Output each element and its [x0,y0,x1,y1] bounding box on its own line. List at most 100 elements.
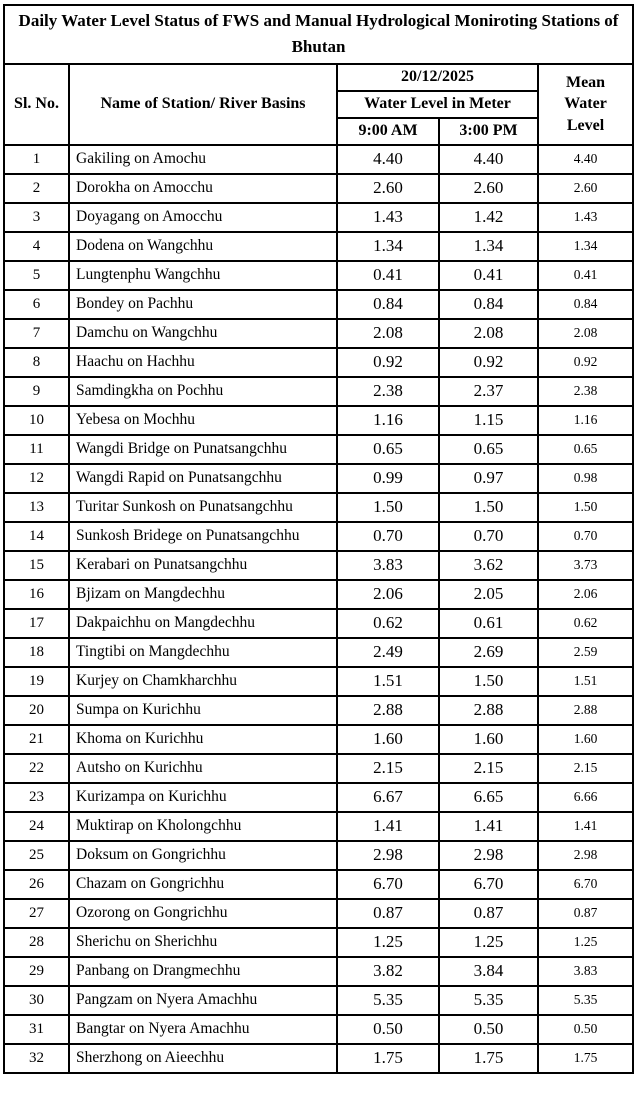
mean-water-level-cell: 1.16 [536,404,635,436]
column-header-sl-no: Sl. No. [3,62,70,146]
mean-water-level-cell: 2.98 [536,839,635,871]
water-level-9am-cell: 2.08 [336,317,440,349]
table-row: 23 Kurizampa on Kurichhu 6.67 6.65 6.66 [3,781,635,813]
water-level-9am-cell: 0.99 [336,462,440,494]
table-row: 3 Doyagang on Amocchu 1.43 1.42 1.43 [3,201,635,233]
water-level-3pm-cell: 0.97 [438,462,539,494]
station-name-cell: Dorokha on Amocchu [68,172,338,204]
water-level-9am-cell: 1.41 [336,810,440,842]
table-row: 15 Kerabari on Punatsangchhu 3.83 3.62 3.73 [3,549,635,581]
table-row: 9 Samdingkha on Pochhu 2.38 2.37 2.38 [3,375,635,407]
station-name-cell: Kurizampa on Kurichhu [68,781,338,813]
station-name-cell: Panbang on Drangmechhu [68,955,338,987]
water-level-3pm-cell: 3.62 [438,549,539,581]
table-row: 21 Khoma on Kurichhu 1.60 1.60 1.60 [3,723,635,755]
table-row: 28 Sherichu on Sherichhu 1.25 1.25 1.25 [3,926,635,958]
station-name-cell: Samdingkha on Pochhu [68,375,338,407]
water-level-9am-cell: 0.50 [336,1013,440,1045]
mean-water-level-cell: 6.70 [536,868,635,900]
water-level-9am-cell: 3.83 [336,549,440,581]
water-level-9am-cell: 2.06 [336,578,440,610]
sl-no-cell: 20 [3,694,70,726]
water-level-3pm-cell: 1.50 [438,665,539,697]
table-row: 7 Damchu on Wangchhu 2.08 2.08 2.08 [3,317,635,349]
sl-no-cell: 22 [3,752,70,784]
table-row: 14 Sunkosh Bridege on Punatsangchhu 0.70 0.… [3,520,635,552]
sl-no-cell: 14 [3,520,70,552]
sl-no-cell: 29 [3,955,70,987]
mean-water-level-cell: 6.66 [536,781,635,813]
mean-water-level-cell: 2.88 [536,694,635,726]
mean-water-level-cell: 1.50 [536,491,635,523]
station-name-cell: Lungtenphu Wangchhu [68,259,338,291]
sl-no-cell: 6 [3,288,70,320]
sl-no-cell: 23 [3,781,70,813]
water-level-3pm-cell: 1.42 [438,201,539,233]
station-name-cell: Turitar Sunkosh on Punatsangchhu [68,491,338,523]
station-name-cell: Haachu on Hachhu [68,346,338,378]
sl-no-cell: 9 [3,375,70,407]
water-level-9am-cell: 0.87 [336,897,440,929]
water-level-3pm-cell: 2.08 [438,317,539,349]
column-header-9am: 9:00 AM [336,116,440,146]
sl-no-cell: 30 [3,984,70,1016]
mean-water-level-cell: 1.41 [536,810,635,842]
mean-water-level-cell: 5.35 [536,984,635,1016]
water-level-3pm-cell: 0.84 [438,288,539,320]
water-level-9am-cell: 0.84 [336,288,440,320]
station-name-cell: Doksum on Gongrichhu [68,839,338,871]
sl-no-cell: 32 [3,1042,70,1074]
table-title-row: Daily Water Level Status of FWS and Manu… [2,4,635,65]
table-row: 5 Lungtenphu Wangchhu 0.41 0.41 0.41 [3,259,635,291]
water-level-3pm-cell: 0.70 [438,520,539,552]
sl-no-cell: 1 [3,143,70,175]
water-level-3pm-cell: 3.84 [438,955,539,987]
table-row: 8 Haachu on Hachhu 0.92 0.92 0.92 [3,346,635,378]
table-row: 4 Dodena on Wangchhu 1.34 1.34 1.34 [3,230,635,262]
station-name-cell: Wangdi Rapid on Punatsangchhu [68,462,338,494]
water-level-9am-cell: 1.75 [336,1042,440,1074]
table-row: 20 Sumpa on Kurichhu 2.88 2.88 2.88 [3,694,635,726]
sl-no-cell: 4 [3,230,70,262]
table-title: Daily Water Level Status of FWS and Manu… [2,4,635,65]
mean-water-level-cell: 3.83 [536,955,635,987]
column-header-mean: Mean Water Level [536,62,635,146]
header-row-unit: Water Level in Meter [4,89,633,119]
station-name-cell: Wangdi Bridge on Punatsangchhu [68,433,338,465]
table-row: 24 Muktirap on Kholongchhu 1.41 1.41 1.41 [3,810,635,842]
mean-water-level-cell: 0.84 [536,288,635,320]
table-row: 26 Chazam on Gongrichhu 6.70 6.70 6.70 [3,868,635,900]
mean-water-level-cell: 2.08 [536,317,635,349]
sl-no-cell: 15 [3,549,70,581]
mean-water-level-cell: 0.98 [536,462,635,494]
station-name-cell: Chazam on Gongrichhu [68,868,338,900]
water-level-9am-cell: 1.43 [336,201,440,233]
table-row: 12 Wangdi Rapid on Punatsangchhu 0.99 0.97 0… [3,462,635,494]
mean-water-level-cell: 0.70 [536,520,635,552]
mean-water-level-cell: 0.62 [536,607,635,639]
water-level-3pm-cell: 2.05 [438,578,539,610]
station-name-cell: Dakpaichhu on Mangdechhu [68,607,338,639]
station-name-cell: Dodena on Wangchhu [68,230,338,262]
water-level-3pm-cell: 2.98 [438,839,539,871]
station-name-cell: Bjizam on Mangdechhu [68,578,338,610]
water-level-9am-cell: 4.40 [336,143,440,175]
water-level-9am-cell: 1.16 [336,404,440,436]
column-header-date: 20/12/2025 [336,62,539,92]
sl-no-cell: 25 [3,839,70,871]
mean-water-level-cell: 2.60 [536,172,635,204]
table-row: 31 Bangtar on Nyera Amachhu 0.50 0.50 0.50 [3,1013,635,1045]
sl-no-cell: 24 [3,810,70,842]
water-level-3pm-cell: 0.65 [438,433,539,465]
sl-no-cell: 3 [3,201,70,233]
station-name-cell: Sunkosh Bridege on Punatsangchhu [68,520,338,552]
water-level-9am-cell: 2.98 [336,839,440,871]
table-row: 6 Bondey on Pachhu 0.84 0.84 0.84 [3,288,635,320]
station-name-cell: Khoma on Kurichhu [68,723,338,755]
water-level-3pm-cell: 2.37 [438,375,539,407]
column-header-3pm: 3:00 PM [438,116,539,146]
table-row: 32 Sherzhong on Aieechhu 1.75 1.75 1.75 [3,1042,635,1074]
table-row: 1 Gakiling on Amochu 4.40 4.40 4.40 [3,143,635,175]
table-row: 16 Bjizam on Mangdechhu 2.06 2.05 2.06 [3,578,635,610]
